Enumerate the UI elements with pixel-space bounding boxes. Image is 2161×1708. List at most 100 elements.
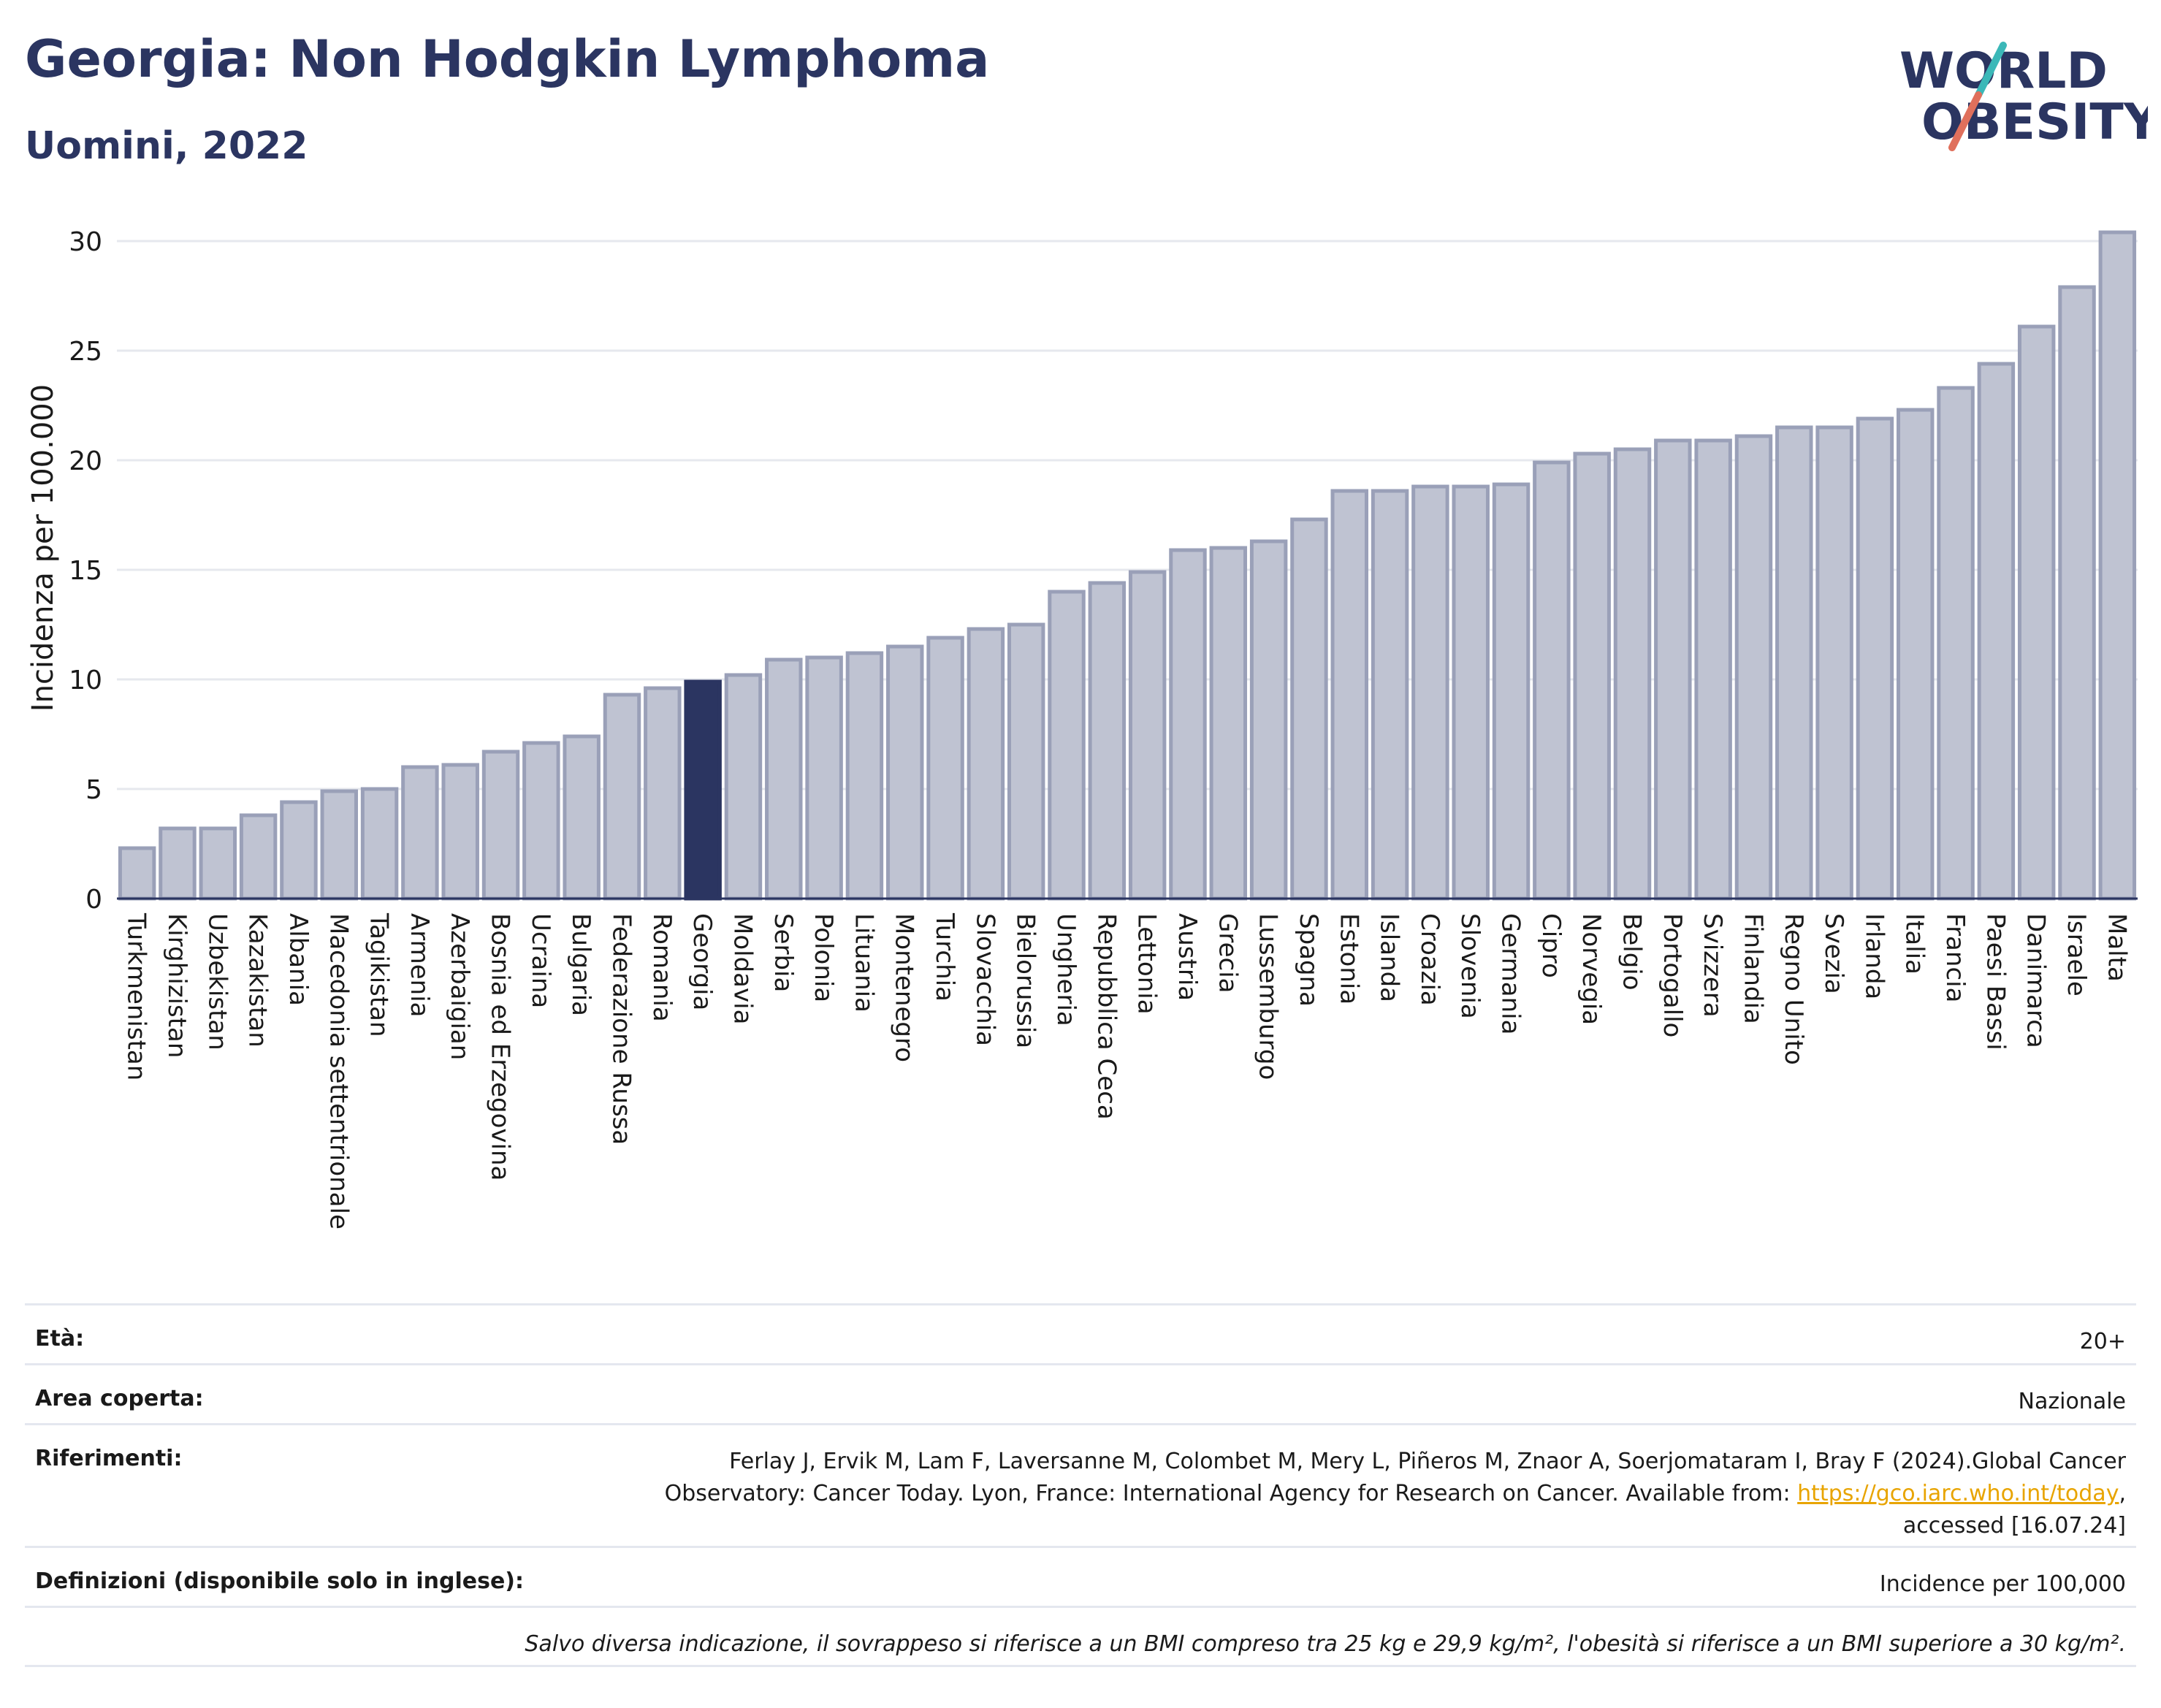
bar xyxy=(886,644,924,901)
bar xyxy=(1775,425,1813,901)
area-value: Nazionale xyxy=(2018,1389,2126,1414)
x-tick-label: Polonia xyxy=(809,913,838,1002)
meta-row-references: Riferimenti: Ferlay J, Ervik M, Lam F, L… xyxy=(25,1423,2136,1546)
bar xyxy=(1249,539,1288,901)
bar xyxy=(1533,460,1571,901)
metadata-table: Età: 20+ Area coperta: Nazionale Riferim… xyxy=(25,1303,2136,1667)
x-tick-label: Cipro xyxy=(1536,913,1566,978)
chart-subtitle: Uomini, 2022 xyxy=(25,124,308,168)
bar xyxy=(159,826,197,901)
bar xyxy=(1654,438,1692,901)
x-tick-label: Montenegro xyxy=(890,913,919,1062)
bar xyxy=(1897,408,1935,901)
bar xyxy=(1007,622,1045,901)
bar xyxy=(1330,489,1368,901)
x-tick-label: Grecia xyxy=(1213,913,1242,993)
definitions-value: Incidence per 100,000 xyxy=(1879,1571,2126,1597)
bar xyxy=(1492,482,1531,901)
bar xyxy=(1128,570,1167,901)
x-tick-label: Azerbaigian xyxy=(445,913,474,1060)
y-tick-label: 10 xyxy=(69,666,102,695)
bar xyxy=(2058,285,2096,901)
references-link[interactable]: https://gco.iarc.who.int/today xyxy=(1797,1481,2119,1506)
x-tick-label: Albania xyxy=(283,913,313,1006)
x-tick-label: Tagikistan xyxy=(365,912,394,1037)
y-tick-label: 15 xyxy=(69,556,102,586)
bar xyxy=(2098,230,2137,901)
x-tick-label: Belgio xyxy=(1617,913,1647,991)
x-tick-label: Federazione Russa xyxy=(607,913,636,1145)
x-tick-label: Croazia xyxy=(1415,913,1444,1006)
bar xyxy=(1815,425,1853,901)
bar xyxy=(967,627,1005,901)
x-tick-label: Repubblica Ceca xyxy=(1091,913,1121,1120)
bar xyxy=(1411,484,1449,901)
references-line-3: accessed [16.07.24] xyxy=(1902,1513,2126,1539)
bar-chart: 0 5 10 15 20 25 30 Incidenza per 100.000 Turkmen… xyxy=(26,227,2138,1229)
references-value: Ferlay J, Ervik M, Lam F, Laversanne M, … xyxy=(665,1446,2126,1542)
bar xyxy=(280,800,318,901)
x-tick-label: Islanda xyxy=(1375,913,1404,1002)
bar xyxy=(1613,447,1652,901)
bar xyxy=(1856,416,1894,901)
x-tick-label: Lituania xyxy=(849,913,878,1013)
x-tick-label: Estonia xyxy=(1334,913,1363,1004)
x-tick-label: Slovacchia xyxy=(970,913,999,1046)
x-tick-label: Romania xyxy=(647,913,676,1022)
meta-row-definitions: Definizioni (disponibile solo in inglese… xyxy=(25,1546,2136,1606)
x-tick-label: Svizzera xyxy=(1698,913,1727,1018)
x-tick-label: Italia xyxy=(1900,913,1929,975)
x-tick-label: Germania xyxy=(1496,913,1525,1034)
x-tick-label: Lettonia xyxy=(1132,913,1162,1015)
bar xyxy=(1048,590,1086,901)
bar xyxy=(1209,546,1248,901)
meta-row-age: Età: 20+ xyxy=(25,1303,2136,1363)
meta-row-note: Salvo diversa indicazione, il sovrappeso… xyxy=(25,1606,2136,1667)
x-tick-label: Turkmenistan xyxy=(122,912,151,1080)
x-tick-label: Paesi Bassi xyxy=(1981,913,2010,1051)
x-tick-label: Georgia xyxy=(687,913,717,1010)
bar xyxy=(603,693,641,901)
y-tick-label: 25 xyxy=(69,337,102,367)
references-line-2-suffix: , xyxy=(2119,1481,2126,1506)
bar xyxy=(1734,434,1773,901)
x-tick-label: Regno Unito xyxy=(1779,913,1808,1065)
bar xyxy=(441,763,479,901)
y-tick-label: 20 xyxy=(69,446,102,476)
bar xyxy=(644,686,682,901)
x-tick-label: Bulgaria xyxy=(566,913,595,1016)
bar xyxy=(401,765,439,901)
x-tick-label: Svezia xyxy=(1819,913,1848,994)
logo-slash-coral xyxy=(1948,91,1982,151)
x-tick-label: Kazakistan xyxy=(243,913,272,1048)
world-obesity-logo: WORLD OBESITY xyxy=(1899,42,2148,151)
logo-slash-teal xyxy=(1975,42,2007,99)
bar xyxy=(765,657,803,901)
x-tick-label: Lussemburgo xyxy=(1254,913,1283,1080)
bar xyxy=(1169,548,1207,901)
y-tick-label: 30 xyxy=(69,227,102,257)
y-axis-label: Incidenza per 100.000 xyxy=(26,384,60,712)
area-label: Area coperta: xyxy=(35,1386,204,1411)
bar xyxy=(360,787,399,901)
x-tick-label: Irlanda xyxy=(1859,913,1889,999)
bar xyxy=(1371,489,1409,901)
x-tick-label: Finlandia xyxy=(1738,913,1767,1024)
bar xyxy=(1977,362,2016,901)
bar xyxy=(845,651,884,901)
bar xyxy=(684,679,722,901)
obesity-note: Salvo diversa indicazione, il sovrappeso… xyxy=(525,1631,2126,1657)
bar xyxy=(2017,324,2056,901)
x-tick-label: Spagna xyxy=(1294,913,1323,1007)
x-tick-label: Austria xyxy=(1173,913,1202,1001)
bar xyxy=(1452,484,1490,901)
y-tick-label: 0 xyxy=(85,885,102,915)
x-tick-label: Ungheria xyxy=(1051,913,1080,1026)
bar xyxy=(118,846,156,901)
x-tick-label: Israele xyxy=(2062,913,2091,996)
bar xyxy=(199,826,237,901)
bar xyxy=(926,636,964,901)
x-tick-label: Malta xyxy=(2102,913,2131,982)
definitions-label: Definizioni (disponibile solo in inglese… xyxy=(35,1568,524,1594)
bar xyxy=(239,813,278,901)
